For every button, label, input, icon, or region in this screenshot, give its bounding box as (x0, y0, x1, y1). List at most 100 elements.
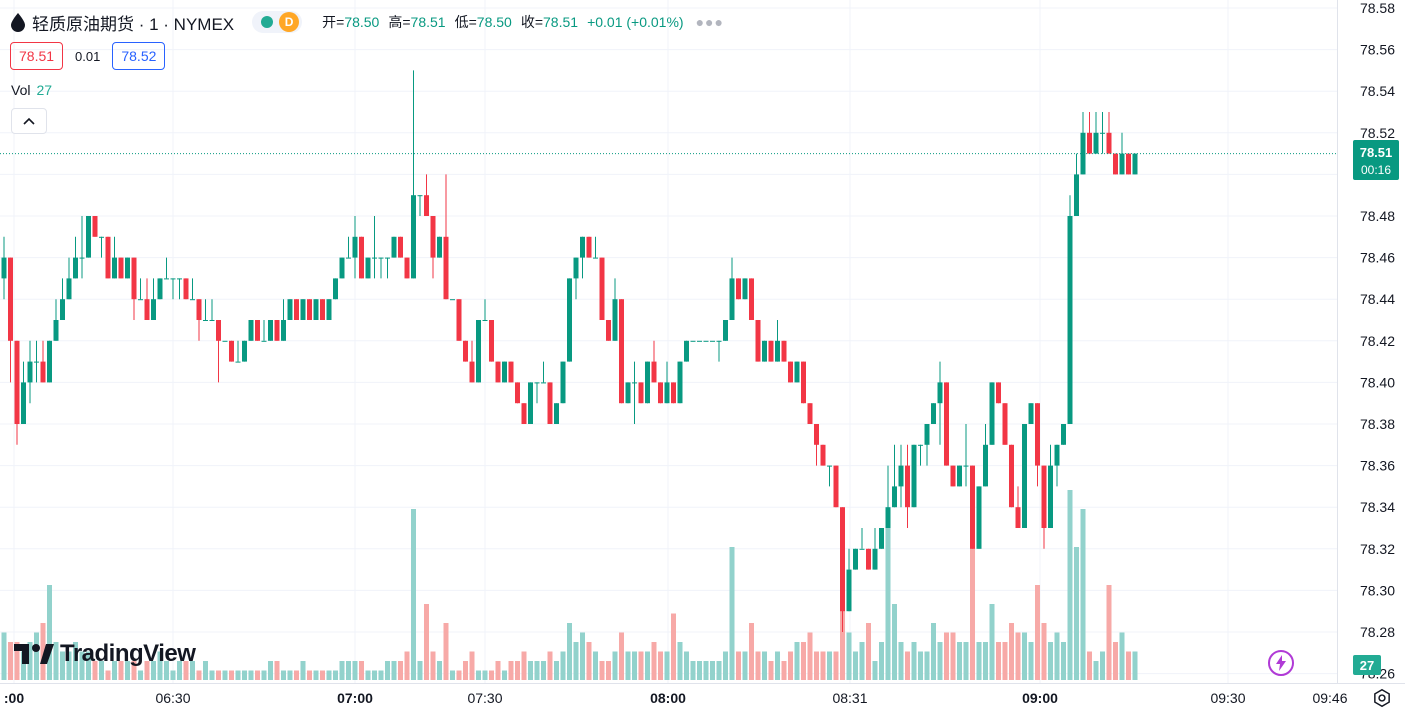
candle-body (235, 361, 241, 363)
sell-price-button[interactable]: 78.51 (10, 42, 64, 70)
chart-header: 轻质原油期货 · 1 · NYMEX D 开= 78.50 高= 78.51 低… (10, 9, 724, 35)
candle-body (989, 382, 995, 445)
volume-bar (125, 661, 130, 680)
volume-bar (885, 509, 891, 680)
candle-body (391, 236, 397, 258)
candle-body (47, 340, 52, 383)
price-axis[interactable]: 78.5878.5678.5478.5278.5078.4878.4678.44… (1360, 0, 1395, 682)
volume-bar (346, 661, 351, 680)
candle-body (801, 361, 806, 404)
volume-bar (560, 651, 566, 680)
volume-bar (66, 651, 72, 680)
price-tick-label: 78.28 (1360, 624, 1395, 640)
volume-bar (989, 604, 995, 680)
candle-body (326, 299, 332, 320)
volume-bar (274, 661, 280, 680)
lightning-icon[interactable] (1268, 650, 1294, 676)
volume-bar (131, 661, 137, 680)
candle-body (554, 403, 559, 424)
collapse-legend-button[interactable] (11, 108, 47, 134)
volume-bar (1054, 632, 1060, 680)
candle-body (242, 340, 247, 362)
candle-body (541, 382, 546, 384)
candle-body (144, 299, 150, 320)
last-price-box (1353, 140, 1399, 180)
more-dots-icon[interactable]: ●●● (695, 14, 724, 30)
volume-bar (164, 661, 169, 680)
candle-body (1009, 444, 1014, 508)
candle-body (411, 195, 416, 279)
volume-bar (1041, 623, 1047, 680)
volume-badge-value: 27 (1360, 658, 1374, 673)
candle-body (879, 528, 884, 549)
candle-body (697, 340, 702, 342)
tradingview-logo-icon (14, 644, 54, 664)
delayed-data-badge[interactable]: D (279, 12, 300, 32)
volume-bar (372, 670, 377, 680)
candle-body (885, 507, 891, 528)
volume-bar (892, 604, 897, 680)
candle-body (157, 278, 163, 300)
tradingview-logo[interactable]: TradingView (14, 640, 196, 668)
candle-body (105, 236, 111, 279)
candle-body (521, 403, 527, 424)
volume-bar (209, 670, 215, 680)
volume-bar (1028, 642, 1034, 680)
candle-body (333, 278, 338, 300)
candle-body (528, 382, 533, 424)
open-value: 78.50 (344, 14, 380, 30)
candle-body (294, 299, 299, 320)
candle-body (996, 382, 1001, 404)
candle-body (658, 382, 663, 404)
candle-body (404, 257, 410, 279)
volume-bar (1, 632, 7, 680)
candle-body (534, 382, 540, 384)
volume-bar (833, 651, 839, 680)
candle-body (359, 236, 364, 279)
ohlc-legend: 开= 78.50 高= 78.51 低= 78.50 收= 78.51 +0.0… (322, 12, 683, 32)
candle-body (8, 257, 13, 341)
buy-price-button[interactable]: 78.52 (112, 42, 166, 70)
volume-bar (359, 661, 364, 680)
volume-bar (814, 651, 819, 680)
candle-body (352, 236, 358, 258)
candle-body (515, 382, 520, 404)
time-tick-label: 07:30 (467, 690, 502, 706)
volume-bar (385, 661, 390, 680)
candle-body (229, 340, 234, 362)
time-axis[interactable]: :00 06:30 07:00 07:30 08:00 08:31 09:00 09:30 09… (4, 690, 1348, 706)
volume-bar (216, 670, 221, 680)
volume-bar (905, 651, 910, 680)
candle-body (703, 340, 709, 342)
volume-bar (996, 642, 1001, 680)
candle-body (170, 278, 176, 280)
candle-body (840, 507, 845, 612)
candle-body (489, 320, 494, 362)
volume-bar (417, 661, 423, 680)
candle-body (723, 320, 728, 341)
candle-body (937, 382, 943, 404)
candle-body (853, 548, 858, 570)
candle-body (222, 340, 228, 342)
time-tick-label: 07:00 (337, 690, 373, 706)
candle-body (612, 299, 618, 341)
candle-body (976, 486, 982, 549)
time-tick-label: 09:30 (1210, 690, 1245, 706)
candle-body (196, 299, 202, 320)
volume-bar (645, 651, 650, 680)
candle-body (508, 361, 514, 383)
volume-legend[interactable]: Vol 27 (11, 82, 52, 98)
volume-bar (599, 661, 605, 680)
volume-bar (183, 661, 189, 680)
symbol-title[interactable]: 轻质原油期货 · 1 · NYMEX (32, 14, 235, 34)
settings-gear-icon[interactable] (1371, 687, 1393, 709)
candle-body (729, 278, 735, 320)
volume-bar (534, 661, 540, 680)
volume-bar (411, 509, 416, 680)
market-status-pill[interactable]: D (252, 11, 303, 33)
candle-body (866, 548, 871, 570)
volume-bar (1061, 642, 1066, 680)
change-value: +0.01 (+0.01%) (587, 14, 684, 30)
countdown-timer: 00:16 (1361, 163, 1391, 177)
